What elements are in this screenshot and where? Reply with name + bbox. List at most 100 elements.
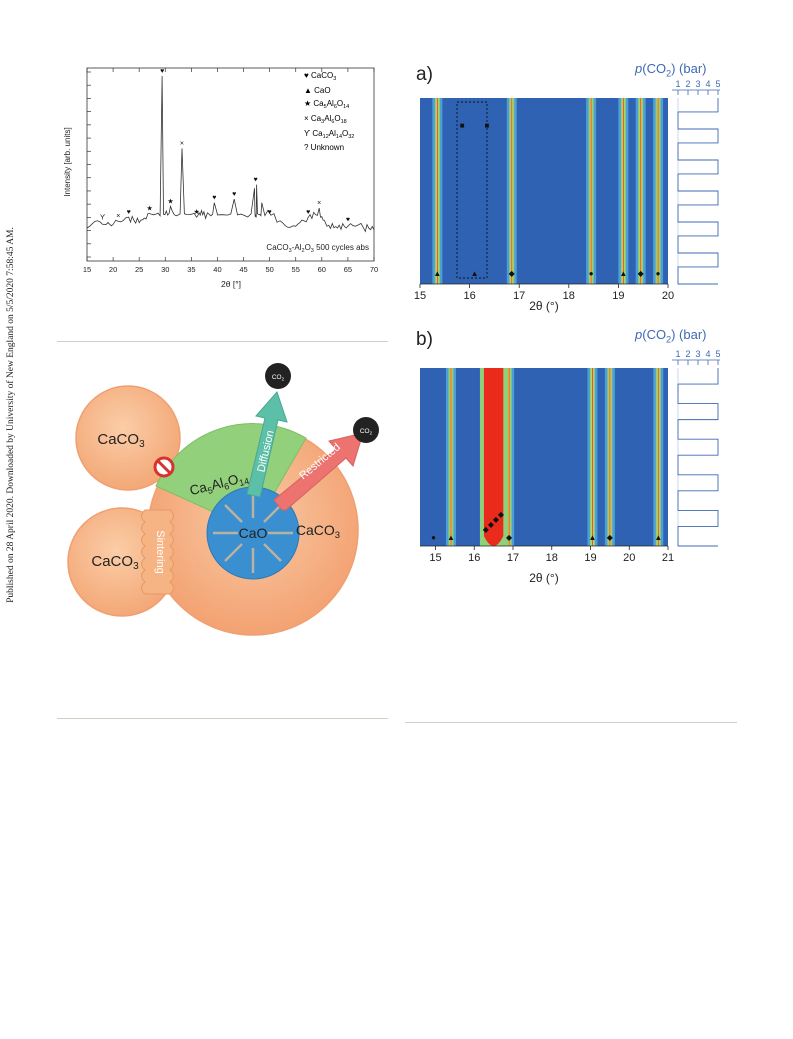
- panel-a-reflection-lines: [432, 98, 664, 284]
- panel-b-label: b): [416, 329, 433, 350]
- panel-a-x-ticks: 15 16 17 18 19 20: [414, 283, 674, 302]
- pressure-tick-label: 1: [675, 349, 680, 359]
- xrd-peak-marker: ★: [193, 208, 199, 216]
- pressure-profile: [677, 368, 719, 547]
- co2-top-label: CO2: [272, 374, 285, 382]
- xrd-peak-marker: ★: [167, 197, 173, 205]
- divider-left-top: [57, 341, 388, 342]
- reflection-peak: [511, 98, 513, 284]
- panel-b-heatmap: [420, 368, 668, 546]
- panel-b-phase-marker: ▲: [654, 533, 662, 542]
- heatmap-x-tick-label: 20: [623, 552, 635, 564]
- panel-b-phase-markers: ● ▲ ◆ ▲ ◆ ▲◆◆◆◆: [431, 510, 662, 542]
- legend-caco3: ♥ CaCO3: [304, 71, 336, 82]
- legend-unknown: ? Unknown: [304, 143, 344, 152]
- xrd-peak-marker: ♥: [232, 191, 236, 198]
- legend-cao: ▲ CaO: [304, 86, 331, 95]
- heatmap-x-tick-label: 20: [662, 290, 674, 302]
- panel-a-phase-marker: ◆: [638, 269, 645, 278]
- divider-left-bottom: [57, 718, 388, 719]
- panel-b-x-ticks: 15 16 17 18 19 20 21: [420, 545, 674, 564]
- panel-b-phase-marker: ◆: [607, 533, 614, 542]
- heatmap-x-tick-label: 18: [563, 290, 575, 302]
- xrd-x-tick-label: 40: [213, 265, 221, 274]
- panel-a-phase-marker: ▲: [619, 269, 627, 278]
- pressure-tick-label: 3: [695, 349, 700, 359]
- pressure-tick-label: 2: [685, 80, 690, 89]
- panel-a-phase-marker: ●: [589, 269, 594, 278]
- panel-b-phase-marker: ●: [431, 533, 436, 542]
- xrd-x-tick-label: 60: [318, 265, 326, 274]
- xrd-chart: 15 20 25 30 35 40 45 50 55 60 65 70 ♥×♥♥♥★ ×♥★★×ϒ♥ ♥♥…: [63, 67, 378, 289]
- xrd-x-tick-label: 30: [161, 265, 169, 274]
- cao-label: CaO: [239, 525, 268, 541]
- xrd-x-tick-label: 20: [109, 265, 117, 274]
- xrd-peak-marker: ♥: [127, 209, 131, 216]
- panel-b-reflection-lines: [446, 368, 664, 546]
- xrd-x-tick-label: 15: [83, 265, 91, 274]
- heatmap-x-tick-label: 15: [429, 552, 441, 564]
- caco3-top-label: CaCO3: [97, 431, 145, 450]
- pressure-tick-label: 3: [695, 80, 700, 89]
- cao-inward-arrows: [213, 493, 293, 573]
- xrd-peak-marker: ×: [116, 213, 120, 220]
- reflection-peak: [436, 98, 438, 284]
- xrd-peak-marker: ♥: [268, 209, 272, 216]
- xrd-x-tick-label: 55: [292, 265, 300, 274]
- panel-b-phase-marker: ◆: [506, 533, 513, 542]
- panel-b-phase-marker: ▲: [588, 533, 596, 542]
- reflection-peak: [591, 368, 593, 546]
- panel-a-phase-markers: ▲ ▲ ◆ ● ▲ ◆ ● ■ ■: [433, 121, 660, 278]
- xrd-peak-marker: ♥: [306, 209, 310, 216]
- reflection-peak: [640, 98, 642, 284]
- heatmap-x-tick-label: 21: [662, 552, 674, 564]
- xrd-peak-marker: ♥: [160, 68, 164, 75]
- sintering-neck: Sintering: [141, 509, 174, 595]
- xrd-x-tick-label: 70: [370, 265, 378, 274]
- reflection-peak: [657, 98, 659, 284]
- heatmap-x-tick-label: 17: [507, 552, 519, 564]
- xrd-y-axis-label: Intensity [arb. units]: [63, 127, 72, 196]
- reflection-peak: [622, 98, 624, 284]
- panel-a-highlight-box: [456, 101, 488, 279]
- panel-b-phase-marker-diag: ◆: [488, 520, 495, 529]
- heatmap-x-tick-label: 16: [468, 552, 480, 564]
- pressure-profile: [677, 98, 719, 285]
- panel-a-phase-marker-top: ■: [485, 121, 490, 130]
- pressure-tick-label: 1: [675, 80, 680, 89]
- legend-ca3al6o18: × Ca3Al6O18: [304, 114, 347, 125]
- publication-note: Published on 28 April 2020. Downloaded b…: [4, 185, 18, 645]
- heatmap-x-tick-label: 19: [584, 552, 596, 564]
- reflection-peak: [450, 368, 452, 546]
- xrd-series-line: [86, 75, 375, 233]
- xrd-x-tick-label: 50: [265, 265, 273, 274]
- xrd-peak-marker: ♥: [212, 195, 216, 202]
- heatmap-x-tick-label: 16: [463, 290, 475, 302]
- xrd-y-ticks: [87, 71, 91, 258]
- xrd-peak-marker: ×: [317, 200, 321, 207]
- heatmap-x-tick-label: 18: [546, 552, 558, 564]
- panel-a-phase-marker-top: ■: [460, 121, 465, 130]
- panel-a-axis-title: p(CO2) (bar): [635, 61, 707, 79]
- co2-bubble-right: CO2: [353, 417, 379, 443]
- panel-a-label: a): [416, 64, 433, 85]
- xrd-peak-marker: ♥: [253, 177, 257, 184]
- pressure-tick-label: 2: [685, 349, 690, 359]
- xrd-peak-marker: ♥: [346, 216, 350, 223]
- heatmap-x-tick-label: 17: [513, 290, 525, 302]
- heatmap-x-tick-label: 19: [612, 290, 624, 302]
- xrd-x-tick-label: 35: [187, 265, 195, 274]
- co2-right-label: CO2: [360, 428, 373, 436]
- legend-ca12al14o32: ϒ Ca12Al14O32: [304, 129, 354, 140]
- panel-b-phase-marker: ▲: [447, 533, 455, 542]
- panel-a-x-axis-label: 2θ (°): [529, 299, 558, 313]
- panel-b-intense-reflection: [483, 368, 504, 546]
- binder-label: Ca5Al6O14: [188, 469, 250, 500]
- xrd-plot-frame: [86, 67, 375, 262]
- xrd-x-tick-label: 25: [135, 265, 143, 274]
- co2-bubble-top: CO2: [265, 363, 291, 389]
